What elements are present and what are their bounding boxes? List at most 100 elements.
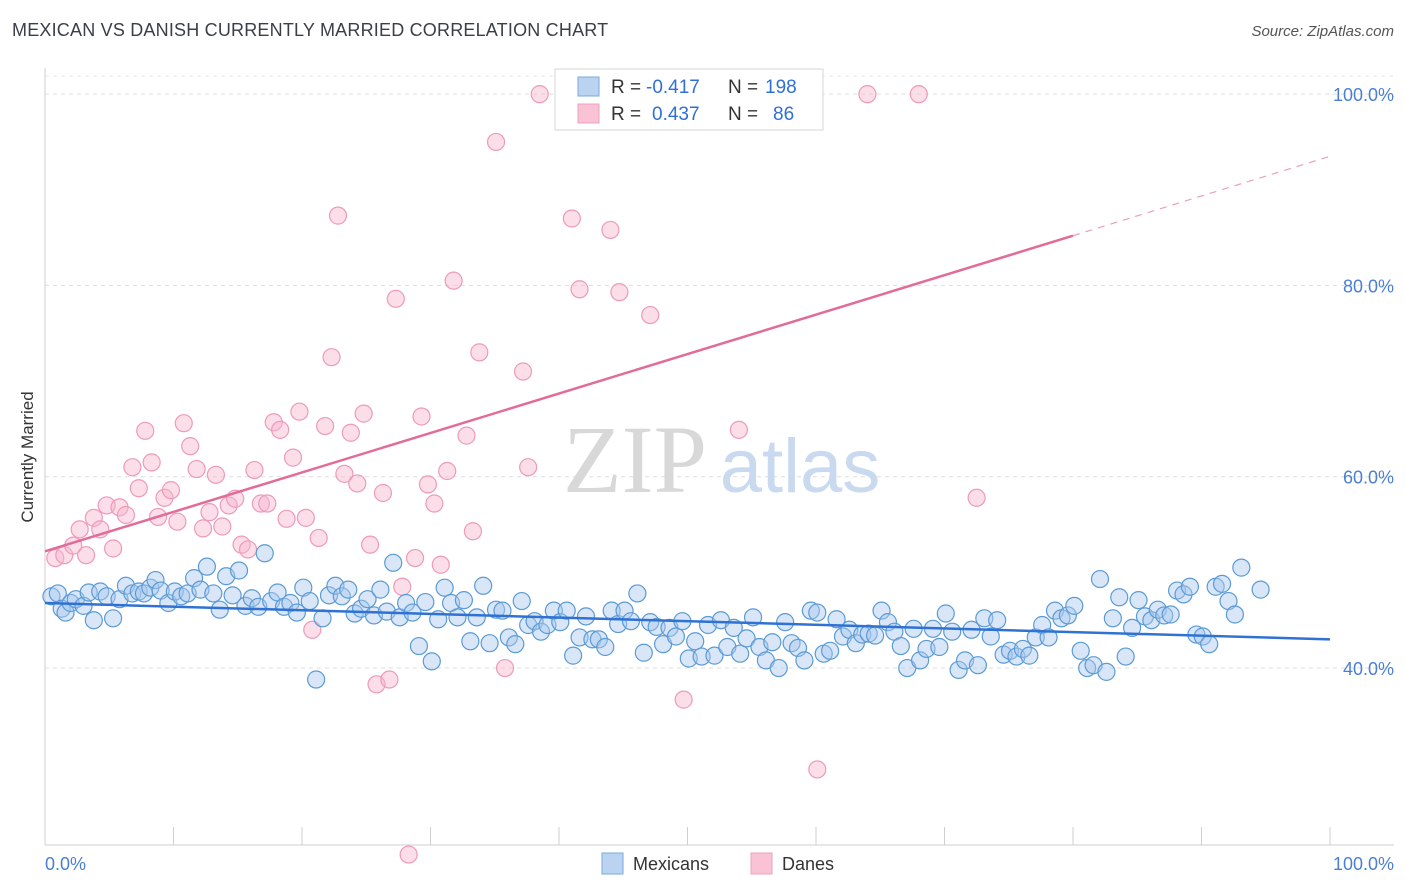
mexicans-point xyxy=(910,651,930,670)
danes-point xyxy=(129,479,148,498)
danes-point xyxy=(136,421,155,440)
danes-point xyxy=(245,460,264,480)
danes-point xyxy=(386,289,405,308)
chart-title: MEXICAN VS DANISH CURRENTLY MARRIED CORR… xyxy=(12,20,609,40)
mexicans-point xyxy=(480,634,499,653)
mexicans-point xyxy=(48,584,67,603)
mexicans-point xyxy=(692,647,711,666)
mexicans-point xyxy=(1103,609,1122,628)
danes-point xyxy=(335,464,354,483)
danes-point xyxy=(361,535,380,554)
mexicans-point xyxy=(1225,605,1245,624)
mexicans-point xyxy=(1200,635,1219,654)
mexicans-point xyxy=(1232,558,1251,577)
mexicans-point xyxy=(332,587,351,606)
mexicans-point xyxy=(358,590,377,609)
mexicans-point xyxy=(705,646,724,665)
legend-mexicans-swatch xyxy=(601,852,624,875)
legend-mexicans-label: Mexicans xyxy=(633,854,709,874)
mexicans-point xyxy=(204,584,223,603)
danes-point xyxy=(174,414,193,433)
danes-point xyxy=(393,577,412,596)
danes-point xyxy=(858,85,877,104)
danes-point xyxy=(348,474,367,493)
mexicans-point xyxy=(776,613,795,632)
danes-point xyxy=(808,760,827,779)
danes-point xyxy=(290,402,309,421)
danes-point xyxy=(530,85,549,104)
danes-point xyxy=(219,496,238,515)
x-ticks xyxy=(44,827,1331,845)
mexicans-point xyxy=(184,569,204,588)
danes-point xyxy=(674,690,693,709)
mexicans-point xyxy=(281,593,300,613)
mexicans-n-value: 198 xyxy=(765,77,797,98)
danes-point xyxy=(909,85,928,104)
mexicans-point xyxy=(1110,588,1129,607)
danes-point xyxy=(463,522,483,541)
mexicans-point xyxy=(737,629,756,648)
mexicans-point xyxy=(763,633,782,652)
danes-point xyxy=(513,362,533,381)
danes-point xyxy=(168,512,187,531)
mexicans-point xyxy=(1212,574,1232,593)
mexicans-point xyxy=(74,596,93,615)
mexicans-point xyxy=(474,576,493,595)
x-tick-label-max: 100.0% xyxy=(1333,854,1394,874)
mexicans-point xyxy=(300,591,319,611)
mexicans-point xyxy=(891,636,910,656)
mexicans-point xyxy=(647,617,666,637)
mexicans-point xyxy=(564,646,583,665)
danes-point xyxy=(77,546,96,565)
danes-point xyxy=(341,423,360,442)
danes-point xyxy=(116,505,136,525)
danes-point xyxy=(399,845,418,864)
danes-point xyxy=(610,283,629,302)
danes-point xyxy=(258,494,277,513)
danes-point xyxy=(303,620,322,639)
mexicans-point xyxy=(801,601,820,620)
mexicans-point xyxy=(499,628,518,647)
danes-point xyxy=(251,494,270,513)
mexicans-point xyxy=(467,608,486,627)
danes-point xyxy=(206,465,226,484)
mexicans-point xyxy=(396,593,416,613)
y-tick-label: 60.0% xyxy=(1343,468,1394,488)
danes-point xyxy=(70,520,89,539)
watermark-atlas: atlas xyxy=(720,424,881,509)
legend-danes-label: Danes xyxy=(782,854,834,874)
mexicans-point xyxy=(686,632,705,651)
danes-trendline xyxy=(44,234,1074,553)
danes-point xyxy=(123,458,142,477)
mexicans-point xyxy=(313,609,332,628)
mexicans-point xyxy=(795,651,814,670)
mexicans-point xyxy=(769,658,788,678)
mexicans-point xyxy=(197,557,217,576)
mexicans-point xyxy=(1090,569,1110,589)
x-tick-label-min: 0.0% xyxy=(45,854,86,874)
mexicans-point xyxy=(1097,662,1116,681)
danes-point xyxy=(187,459,206,479)
mexicans-r-label: R = xyxy=(611,77,641,98)
mexicans-point xyxy=(866,626,885,645)
danes-trendline-extension xyxy=(1072,155,1331,237)
mexicans-point xyxy=(943,622,962,641)
mexicans-point xyxy=(634,643,653,662)
danes-point xyxy=(354,404,373,423)
mexicans-point xyxy=(1155,606,1174,625)
mexicans-point xyxy=(1123,618,1142,637)
danes-point xyxy=(729,420,749,439)
mexicans-point xyxy=(229,561,249,580)
danes-point xyxy=(486,132,506,152)
danes-n-label: N = xyxy=(728,104,758,125)
danes-point xyxy=(641,305,660,325)
mexicans-point xyxy=(1058,606,1077,625)
mexicans-point xyxy=(821,641,840,660)
mexicans-point xyxy=(827,610,846,629)
mexicans-points xyxy=(42,544,1270,689)
mexicans-point xyxy=(1013,639,1032,659)
mexicans-point xyxy=(409,636,429,656)
danes-point xyxy=(470,343,489,362)
danes-point xyxy=(519,458,538,477)
